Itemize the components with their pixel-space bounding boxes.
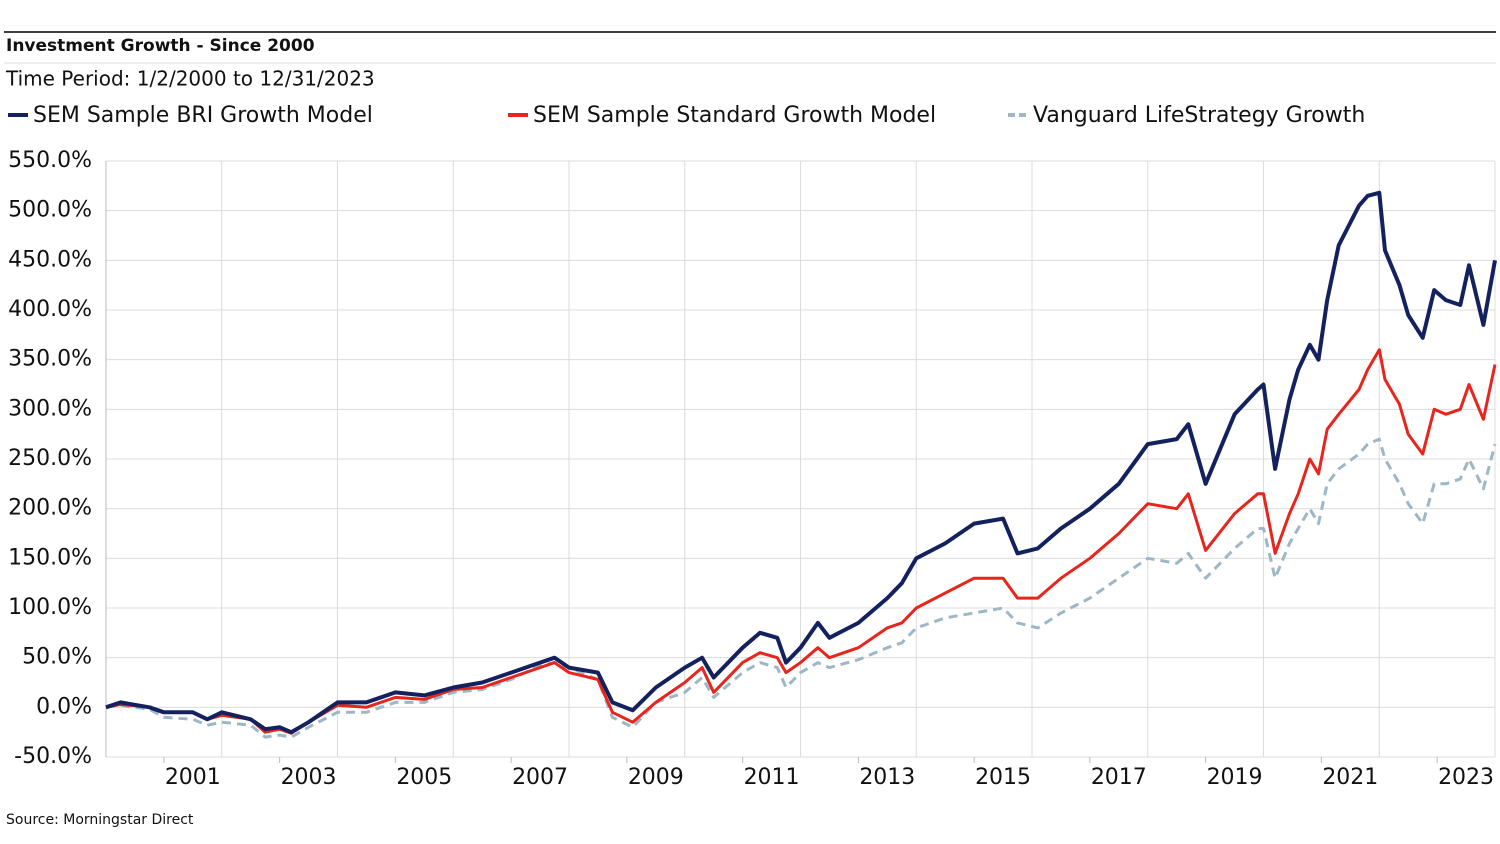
y-tick-label: 450.0% bbox=[8, 247, 92, 272]
y-tick-label: 300.0% bbox=[8, 396, 92, 421]
y-tick-label: 400.0% bbox=[8, 297, 92, 322]
y-tick-label: 100.0% bbox=[8, 595, 92, 620]
x-tick-label: 2007 bbox=[512, 765, 568, 790]
y-tick-label: 250.0% bbox=[8, 446, 92, 471]
chart-subtitle: Time Period: 1/2/2000 to 12/31/2023 bbox=[5, 67, 375, 91]
y-tick-label: 550.0% bbox=[8, 148, 92, 173]
y-tick-label: -50.0% bbox=[14, 744, 92, 769]
x-tick-label: 2009 bbox=[628, 765, 684, 790]
y-tick-label: 50.0% bbox=[22, 645, 92, 670]
chart-title: Investment Growth - Since 2000 bbox=[6, 36, 315, 56]
x-tick-label: 2019 bbox=[1207, 765, 1263, 790]
x-tick-label: 2023 bbox=[1438, 765, 1494, 790]
legend-label: SEM Sample BRI Growth Model bbox=[33, 103, 373, 128]
y-tick-label: 150.0% bbox=[8, 545, 92, 570]
x-tick-label: 2017 bbox=[1091, 765, 1147, 790]
series-line bbox=[105, 190, 1497, 735]
x-tick-label: 2015 bbox=[975, 765, 1031, 790]
legend-label: Vanguard LifeStrategy Growth bbox=[1033, 103, 1365, 128]
y-tick-label: 0.0% bbox=[36, 694, 92, 719]
series-line bbox=[105, 348, 1497, 735]
source-note: Source: Morningstar Direct bbox=[6, 812, 194, 828]
x-tick-label: 2001 bbox=[165, 765, 221, 790]
y-tick-label: 500.0% bbox=[8, 198, 92, 223]
x-tick-label: 2005 bbox=[396, 765, 452, 790]
x-tick-label: 2003 bbox=[281, 765, 337, 790]
x-tick-label: 2013 bbox=[859, 765, 915, 790]
x-tick-label: 2021 bbox=[1322, 765, 1378, 790]
series-line bbox=[105, 437, 1497, 739]
x-tick-label: 2011 bbox=[744, 765, 800, 790]
legend-label: SEM Sample Standard Growth Model bbox=[533, 103, 936, 128]
y-tick-label: 200.0% bbox=[8, 496, 92, 521]
y-tick-label: 350.0% bbox=[8, 347, 92, 372]
